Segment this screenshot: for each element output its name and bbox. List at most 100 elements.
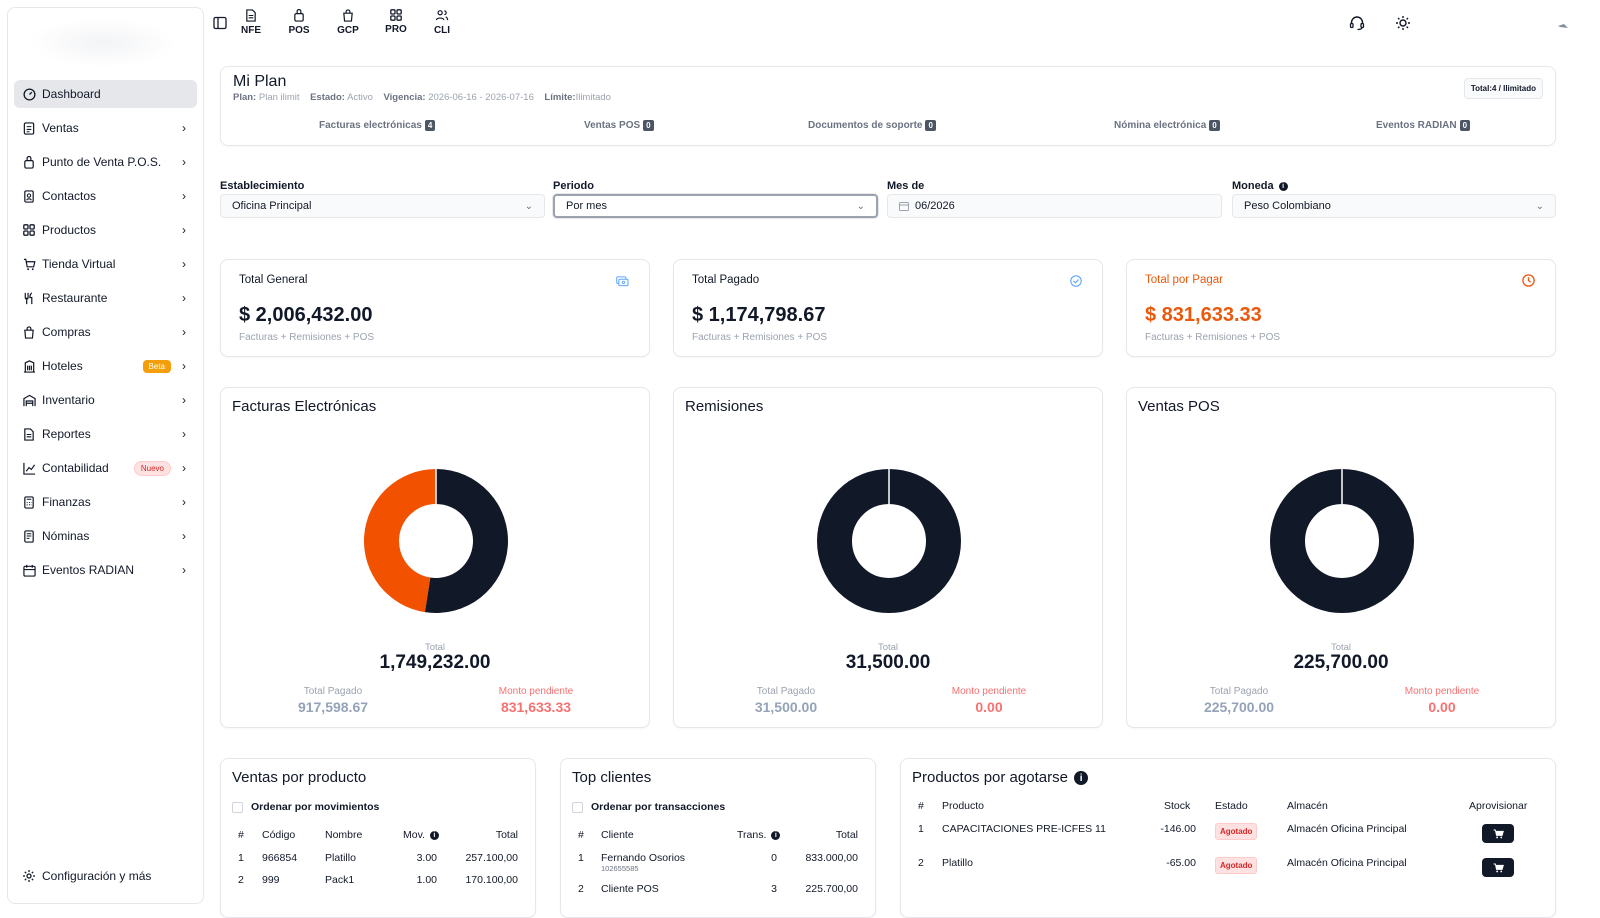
chevron-right-icon: › bbox=[182, 257, 186, 271]
ventas-pos-donut-chart bbox=[1270, 469, 1414, 613]
sidebar-item-contactos[interactable]: Contactos › bbox=[14, 182, 197, 210]
chart-title: Ventas POS bbox=[1138, 398, 1220, 415]
cell: 3.00 bbox=[416, 852, 437, 864]
sidebar-item-nominas[interactable]: Nóminas › bbox=[14, 522, 197, 550]
chart-pending-label: Monto pendiente bbox=[951, 686, 1027, 697]
periodo-select[interactable]: Por mes ⌄ bbox=[553, 194, 878, 218]
column-header: # bbox=[578, 829, 584, 841]
info-icon[interactable]: i bbox=[1074, 771, 1089, 786]
module-label: GCP bbox=[337, 25, 359, 36]
chart-paid-label: Total Pagado bbox=[303, 686, 363, 697]
info-icon[interactable]: i bbox=[1278, 181, 1288, 191]
cell: Platillo bbox=[942, 857, 973, 869]
card-amount: $ 831,633.33 bbox=[1145, 304, 1262, 326]
table-title: Productos por agotarse i bbox=[912, 769, 1089, 786]
chevron-right-icon: › bbox=[182, 359, 186, 373]
plan-label: Plan: bbox=[233, 92, 257, 103]
ventas-pos-chart-card: Ventas POS Total 225,700.00 Total Pagado… bbox=[1126, 387, 1556, 728]
aprovisionar-button[interactable] bbox=[1482, 824, 1514, 843]
mes-input[interactable]: 06/2026 bbox=[887, 194, 1222, 218]
chart-icon bbox=[22, 461, 36, 475]
chevron-right-icon: › bbox=[182, 291, 186, 305]
sidebar-item-inventario[interactable]: Inventario › bbox=[14, 386, 197, 414]
chart-total-label: Total bbox=[424, 642, 446, 653]
chevron-right-icon: › bbox=[182, 189, 186, 203]
checkbox-box[interactable] bbox=[572, 801, 583, 813]
establecimiento-label: Establecimiento bbox=[220, 180, 305, 192]
sidebar-item-contabilidad[interactable]: Contabilidad Nuevo › bbox=[14, 454, 197, 482]
clock-icon bbox=[1522, 274, 1535, 292]
sidebar-item-compras[interactable]: Compras › bbox=[14, 318, 197, 346]
contacts-icon bbox=[22, 189, 36, 203]
report-icon bbox=[22, 427, 36, 441]
establecimiento-select[interactable]: Oficina Principal ⌄ bbox=[220, 194, 545, 218]
sidebar-item-reportes[interactable]: Reportes › bbox=[14, 420, 197, 448]
module-pos-button[interactable]: POS bbox=[282, 9, 316, 36]
aprovisionar-button[interactable] bbox=[1482, 858, 1514, 877]
stat-count: 4 bbox=[424, 120, 436, 131]
column-header: Estado bbox=[1215, 800, 1248, 812]
sidebar-nav: Dashboard Ventas › Punto de Venta P.O.S.… bbox=[14, 80, 197, 590]
sidebar-item-dashboard[interactable]: Dashboard bbox=[14, 80, 197, 108]
sidebar-item-eventos-radian[interactable]: Eventos RADIAN › bbox=[14, 556, 197, 584]
sidebar-item-ventas[interactable]: Ventas › bbox=[14, 114, 197, 142]
sidebar-item-label: Nóminas bbox=[42, 529, 90, 543]
module-gcp-button[interactable]: GCP bbox=[331, 9, 365, 36]
module-nfe-button[interactable]: NFE bbox=[234, 9, 268, 36]
cell: 1 bbox=[918, 823, 924, 835]
card-amount: $ 2,006,432.00 bbox=[239, 304, 373, 326]
theme-toggle-button[interactable] bbox=[1395, 15, 1411, 36]
support-button[interactable] bbox=[1349, 15, 1365, 36]
client-name: Cliente POS bbox=[601, 883, 659, 895]
warehouse-icon bbox=[22, 393, 36, 407]
plan-stat-documentos: Documentos de soporte 0 bbox=[808, 120, 936, 131]
bag-icon bbox=[22, 325, 36, 339]
cell: 2 bbox=[578, 883, 584, 895]
stat-label: Eventos RADIAN bbox=[1376, 120, 1457, 131]
config-link[interactable]: Configuración y más bbox=[22, 869, 151, 883]
info-icon[interactable]: i bbox=[771, 830, 781, 840]
sidebar-item-label: Finanzas bbox=[42, 495, 91, 509]
chart-total-value: 225,700.00 bbox=[1293, 652, 1389, 673]
calendar-icon bbox=[22, 563, 36, 577]
sidebar-item-productos[interactable]: Productos › bbox=[14, 216, 197, 244]
stat-label: Nómina electrónica bbox=[1114, 120, 1207, 131]
donut-slice-total-pagado[interactable] bbox=[424, 469, 508, 613]
checkbox-box[interactable] bbox=[232, 801, 243, 813]
moneda-select[interactable]: Peso Colombiano ⌄ bbox=[1232, 194, 1556, 218]
sidebar-item-label: Eventos RADIAN bbox=[42, 563, 135, 577]
plan-title: Mi Plan bbox=[233, 73, 287, 90]
ordenar-transacciones-checkbox[interactable]: Ordenar por transacciones bbox=[572, 801, 725, 813]
cell: Almacén Oficina Principal bbox=[1287, 823, 1407, 835]
info-icon[interactable]: i bbox=[429, 830, 439, 840]
chart-title: Facturas Electrónicas bbox=[232, 398, 377, 415]
chart-paid-value: 31,500.00 bbox=[754, 699, 818, 715]
sidebar-item-restaurante[interactable]: Restaurante › bbox=[14, 284, 197, 312]
avatar[interactable] bbox=[1532, 16, 1572, 36]
sidebar-item-label: Contactos bbox=[42, 189, 97, 203]
cell: 966854 bbox=[262, 852, 298, 864]
estado-label: Estado: bbox=[310, 92, 345, 103]
module-cli-button[interactable]: CLI bbox=[425, 9, 459, 36]
sidebar-item-hoteles[interactable]: Hoteles Beta › bbox=[14, 352, 197, 380]
establecimiento-value: Oficina Principal bbox=[232, 200, 312, 212]
column-header-text: Trans. bbox=[737, 829, 767, 841]
sidebar-toggle-button[interactable] bbox=[213, 16, 227, 35]
sidebar-item-finanzas[interactable]: Finanzas › bbox=[14, 488, 197, 516]
column-header: Total bbox=[495, 829, 518, 841]
estado-value: Activo bbox=[347, 92, 373, 103]
chevron-right-icon: › bbox=[182, 529, 186, 543]
cell: 2 bbox=[918, 857, 924, 869]
column-header: Cliente bbox=[601, 829, 634, 841]
module-pro-button[interactable]: PRO bbox=[379, 9, 413, 35]
column-header: Nombre bbox=[325, 829, 363, 841]
donut-slice-monto-pendiente[interactable] bbox=[364, 469, 436, 613]
calendar-icon bbox=[899, 202, 909, 211]
sidebar-item-pos[interactable]: Punto de Venta P.O.S. › bbox=[14, 148, 197, 176]
chevron-down-icon: ⌄ bbox=[524, 200, 533, 212]
table-title-text: Productos por agotarse bbox=[912, 769, 1068, 786]
chart-paid-label: Total Pagado bbox=[1209, 686, 1269, 697]
sidebar-item-tienda-virtual[interactable]: Tienda Virtual › bbox=[14, 250, 197, 278]
ordenar-movimientos-checkbox[interactable]: Ordenar por movimientos bbox=[232, 801, 379, 813]
headset-icon bbox=[1349, 16, 1365, 31]
